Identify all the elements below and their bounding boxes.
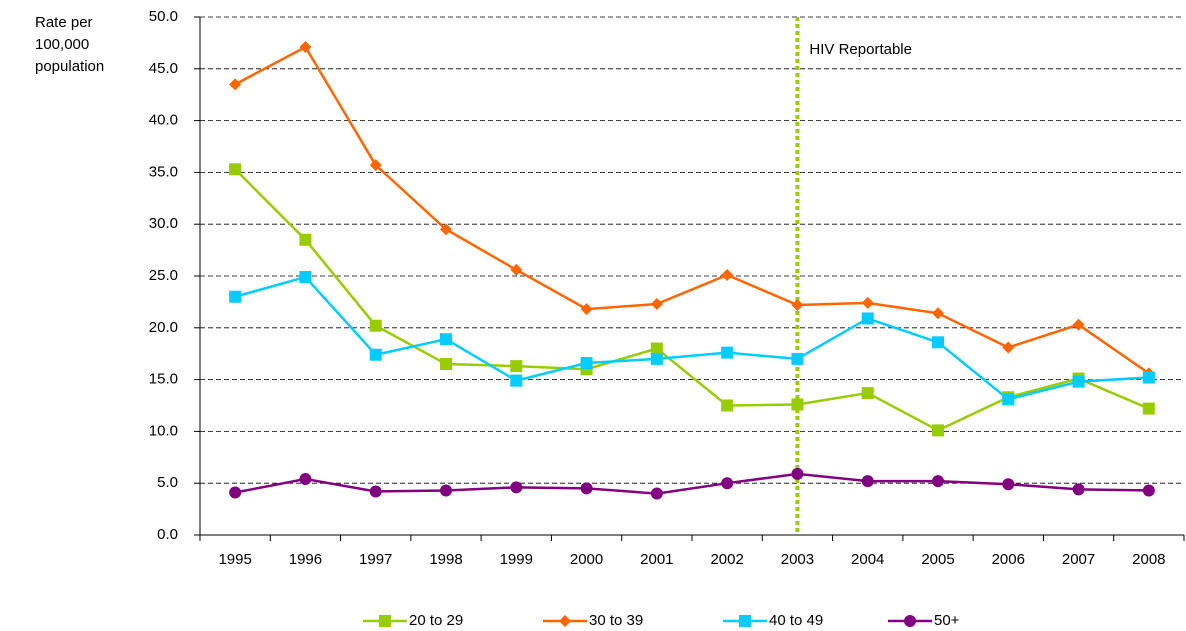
x-tick-label: 2008: [1132, 551, 1165, 568]
x-tick-label: 1995: [218, 551, 251, 568]
y-tick-label: 5.0: [157, 474, 178, 491]
data-point: [721, 346, 734, 359]
x-tick-label: 2001: [640, 551, 673, 568]
data-point: [721, 477, 734, 490]
y-tick-label: 0.0: [157, 526, 178, 543]
data-point: [440, 333, 452, 346]
legend-marker: [904, 615, 916, 627]
y-axis-label: population: [35, 58, 104, 75]
y-tick-label: 50.0: [149, 8, 178, 25]
data-point: [369, 485, 382, 498]
legend-marker: [379, 615, 391, 627]
data-point: [299, 473, 312, 486]
y-tick-label: 40.0: [149, 112, 178, 129]
data-point: [932, 424, 944, 437]
x-tick-label: 2000: [570, 551, 603, 568]
x-tick-label: 1996: [289, 551, 322, 568]
data-point: [1072, 483, 1085, 496]
data-point: [1072, 375, 1085, 388]
data-point: [510, 481, 523, 494]
data-point: [299, 271, 312, 284]
data-point: [229, 78, 242, 91]
series-line: [234, 275, 1149, 401]
y-tick-label: 15.0: [149, 371, 178, 388]
data-point: [650, 342, 663, 355]
data-point: [1002, 478, 1015, 491]
data-point: [440, 358, 452, 371]
y-tick-label: 25.0: [149, 267, 178, 284]
legend-label: 20 to 29: [409, 612, 463, 629]
y-tick-label: 20.0: [149, 319, 178, 336]
y-axis-label: 100,000: [35, 36, 89, 53]
x-tick-label: 1997: [359, 551, 392, 568]
data-point: [791, 398, 804, 411]
data-point: [650, 352, 663, 365]
data-point: [369, 159, 382, 172]
series-line: [234, 472, 1149, 495]
x-tick-label: 2002: [710, 551, 743, 568]
data-point: [580, 303, 593, 316]
data-point: [861, 312, 874, 325]
data-point: [791, 299, 804, 312]
x-tick-label: 1998: [429, 551, 462, 568]
data-point: [791, 352, 804, 365]
data-point: [721, 399, 734, 412]
data-point: [1142, 484, 1155, 497]
data-point: [510, 374, 523, 387]
y-tick-label: 35.0: [149, 163, 178, 180]
y-tick-label: 10.0: [149, 422, 178, 439]
y-axis-label: Rate per: [35, 14, 93, 31]
legend-label: 40 to 49: [769, 612, 823, 629]
data-point: [369, 348, 382, 361]
data-point: [1142, 371, 1155, 384]
x-tick-label: 2007: [1062, 551, 1095, 568]
data-point: [650, 487, 663, 500]
annotation-text: HIV Reportable: [809, 41, 912, 58]
data-point: [440, 223, 452, 236]
data-point: [932, 307, 944, 320]
data-point: [440, 484, 452, 497]
data-point: [510, 263, 523, 276]
x-tick-label: 2006: [992, 551, 1025, 568]
data-point: [299, 41, 312, 54]
legend-label: 30 to 39: [589, 612, 643, 629]
data-point: [861, 296, 874, 309]
data-point: [650, 297, 663, 310]
data-point: [580, 357, 593, 370]
data-point: [861, 387, 874, 400]
data-point: [580, 482, 593, 495]
legend-marker: [559, 615, 571, 627]
data-point: [791, 467, 804, 480]
data-point: [229, 486, 242, 499]
data-point: [1142, 402, 1155, 415]
data-point: [721, 268, 734, 281]
data-point: [1002, 341, 1015, 354]
x-tick-label: 2004: [851, 551, 884, 568]
data-point: [510, 360, 523, 373]
legend-label: 50+: [934, 612, 960, 629]
series-line: [234, 168, 1150, 432]
x-tick-label: 1999: [500, 551, 533, 568]
legend-marker: [739, 615, 751, 627]
data-point: [932, 336, 944, 349]
data-point: [299, 233, 312, 246]
x-tick-label: 2003: [781, 551, 814, 568]
data-point: [229, 163, 242, 176]
data-point: [1072, 318, 1085, 331]
data-point: [229, 290, 242, 303]
data-point: [1002, 393, 1015, 406]
y-tick-label: 30.0: [149, 215, 178, 232]
series-line: [234, 45, 1150, 375]
y-tick-label: 45.0: [149, 60, 178, 77]
x-tick-label: 2005: [921, 551, 954, 568]
data-point: [369, 319, 382, 332]
data-point: [932, 475, 944, 488]
data-point: [861, 475, 874, 488]
